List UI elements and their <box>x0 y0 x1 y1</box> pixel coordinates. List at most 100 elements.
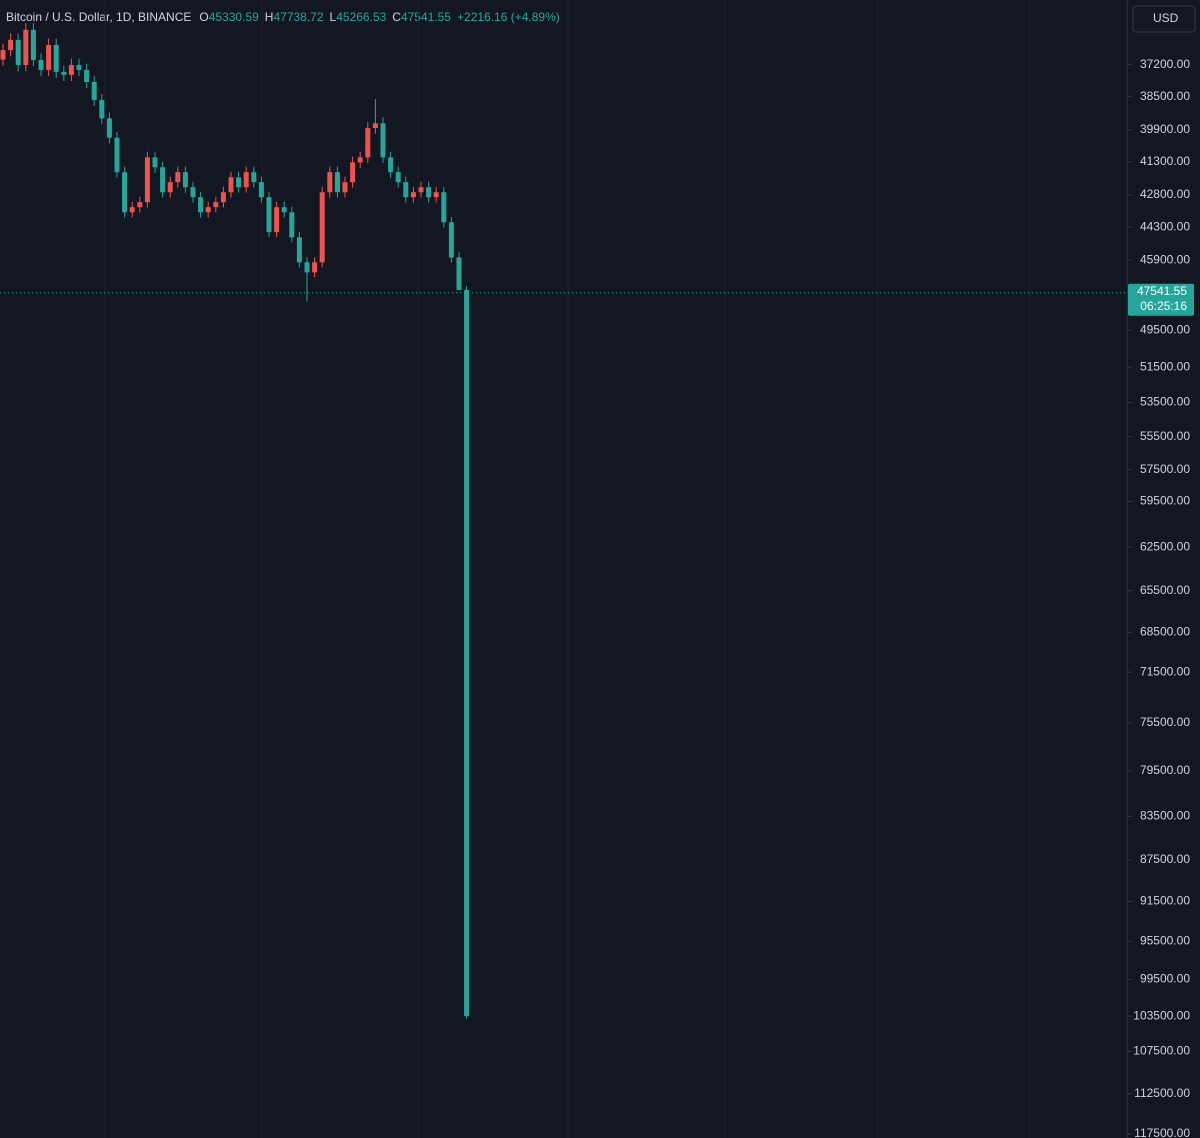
last-price-box <box>1128 283 1194 316</box>
candle-body <box>236 177 242 188</box>
symbol-title: Bitcoin / U.S. Dollar, 1D, BINANCE O45330… <box>6 10 560 24</box>
candle-body <box>410 192 416 198</box>
candle-body <box>334 172 340 193</box>
candle-body <box>327 172 333 193</box>
y-tick-label: 39900.00 <box>1140 122 1190 136</box>
candle-body <box>167 182 173 193</box>
ohlc-value: 45330.59 <box>209 10 259 24</box>
candle-body <box>266 197 272 233</box>
y-tick-label: 37200.00 <box>1140 57 1190 71</box>
candle-body <box>433 192 439 198</box>
y-tick-label: 38500.00 <box>1140 89 1190 103</box>
candle-body <box>258 182 264 198</box>
y-tick-label: 87500.00 <box>1140 852 1190 866</box>
header: Bitcoin / U.S. Dollar, 1D, BINANCE O45330… <box>6 10 560 24</box>
candle-body <box>289 212 295 238</box>
candle-body <box>205 207 211 213</box>
candle-body <box>182 172 188 188</box>
candle-body <box>8 39 14 51</box>
ohlc-value: 45266.53 <box>336 10 386 24</box>
y-tick-label: 95500.00 <box>1140 933 1190 947</box>
candle-body <box>388 157 394 173</box>
candle-body <box>84 69 90 83</box>
candle-body <box>281 207 287 213</box>
currency-button[interactable] <box>1132 5 1196 33</box>
candle-body <box>0 50 6 60</box>
candle-body <box>312 262 318 273</box>
y-tick-label: 75500.00 <box>1140 715 1190 729</box>
candle-body <box>448 222 454 258</box>
change: +2216.16 (+4.89%) <box>457 10 560 24</box>
y-tick-label: 117500.00 <box>1134 1126 1190 1138</box>
y-tick-label: 41300.00 <box>1140 154 1190 168</box>
candle-body <box>190 187 196 198</box>
candle-body <box>99 99 105 119</box>
candle-body <box>106 118 112 138</box>
y-tick-label: 71500.00 <box>1140 664 1190 678</box>
candle-body <box>46 44 52 70</box>
candle-body <box>319 192 325 263</box>
ohlc-value: 47738.72 <box>273 10 323 24</box>
candle-body <box>350 162 356 183</box>
candle-body <box>403 182 409 198</box>
candle-body <box>251 172 257 183</box>
candle-body <box>38 59 44 70</box>
y-tick-label: 91500.00 <box>1140 894 1190 908</box>
candle-body <box>15 39 21 65</box>
y-tick-label: 42800.00 <box>1140 187 1190 201</box>
candle-body <box>23 29 29 65</box>
ohlc-key: L <box>330 10 337 24</box>
candle-body <box>175 172 181 183</box>
candle-body <box>144 157 150 203</box>
candle-body <box>296 237 302 263</box>
candle-body <box>198 197 204 213</box>
candle-body <box>441 192 447 223</box>
candle-body <box>426 187 432 198</box>
y-tick-label: 57500.00 <box>1140 462 1190 476</box>
candle-body <box>213 202 219 208</box>
y-tick-label: 51500.00 <box>1140 359 1190 373</box>
candle-body <box>137 202 143 208</box>
candle-body <box>61 71 67 75</box>
ohlc-value: 47541.55 <box>401 10 451 24</box>
y-tick-label: 103500.00 <box>1133 1008 1190 1022</box>
candle-body <box>114 137 120 173</box>
candle-body <box>228 177 234 193</box>
y-tick-label: 44300.00 <box>1140 219 1190 233</box>
y-tick-label: 53500.00 <box>1140 395 1190 409</box>
candle-body <box>160 167 166 193</box>
candle-body <box>122 172 128 213</box>
ohlc-key: C <box>392 10 401 24</box>
symbol: Bitcoin / U.S. Dollar, 1D, BINANCE <box>6 10 191 24</box>
last-price-label: 47541.55 <box>1137 284 1187 298</box>
candle-body <box>464 289 470 1017</box>
y-tick-label: 112500.00 <box>1134 1086 1190 1100</box>
candle-body <box>380 123 386 158</box>
y-tick-label: 59500.00 <box>1140 494 1190 508</box>
y-tick-label: 49500.00 <box>1140 322 1190 336</box>
candle-body <box>220 192 226 203</box>
candle-body <box>456 257 462 290</box>
y-tick-label: 107500.00 <box>1133 1044 1190 1058</box>
ohlc-key: H <box>265 10 274 24</box>
candle-body <box>372 123 378 128</box>
candle-body <box>304 262 310 273</box>
candle-body <box>30 29 36 60</box>
candle-body <box>243 172 249 188</box>
candle-body <box>418 187 424 193</box>
candle-body <box>357 157 363 163</box>
y-tick-label: 99500.00 <box>1140 972 1190 986</box>
y-tick-label: 68500.00 <box>1140 625 1190 639</box>
currency-label[interactable]: USD <box>1153 11 1179 25</box>
candle-body <box>76 64 82 70</box>
candle-body <box>152 157 158 168</box>
candle-body <box>129 207 135 213</box>
y-tick-label: 45900.00 <box>1140 252 1190 266</box>
candle-body <box>342 182 348 193</box>
candle-body <box>68 64 74 75</box>
y-tick-label: 79500.00 <box>1140 763 1190 777</box>
y-tick-label: 55500.00 <box>1140 429 1190 443</box>
